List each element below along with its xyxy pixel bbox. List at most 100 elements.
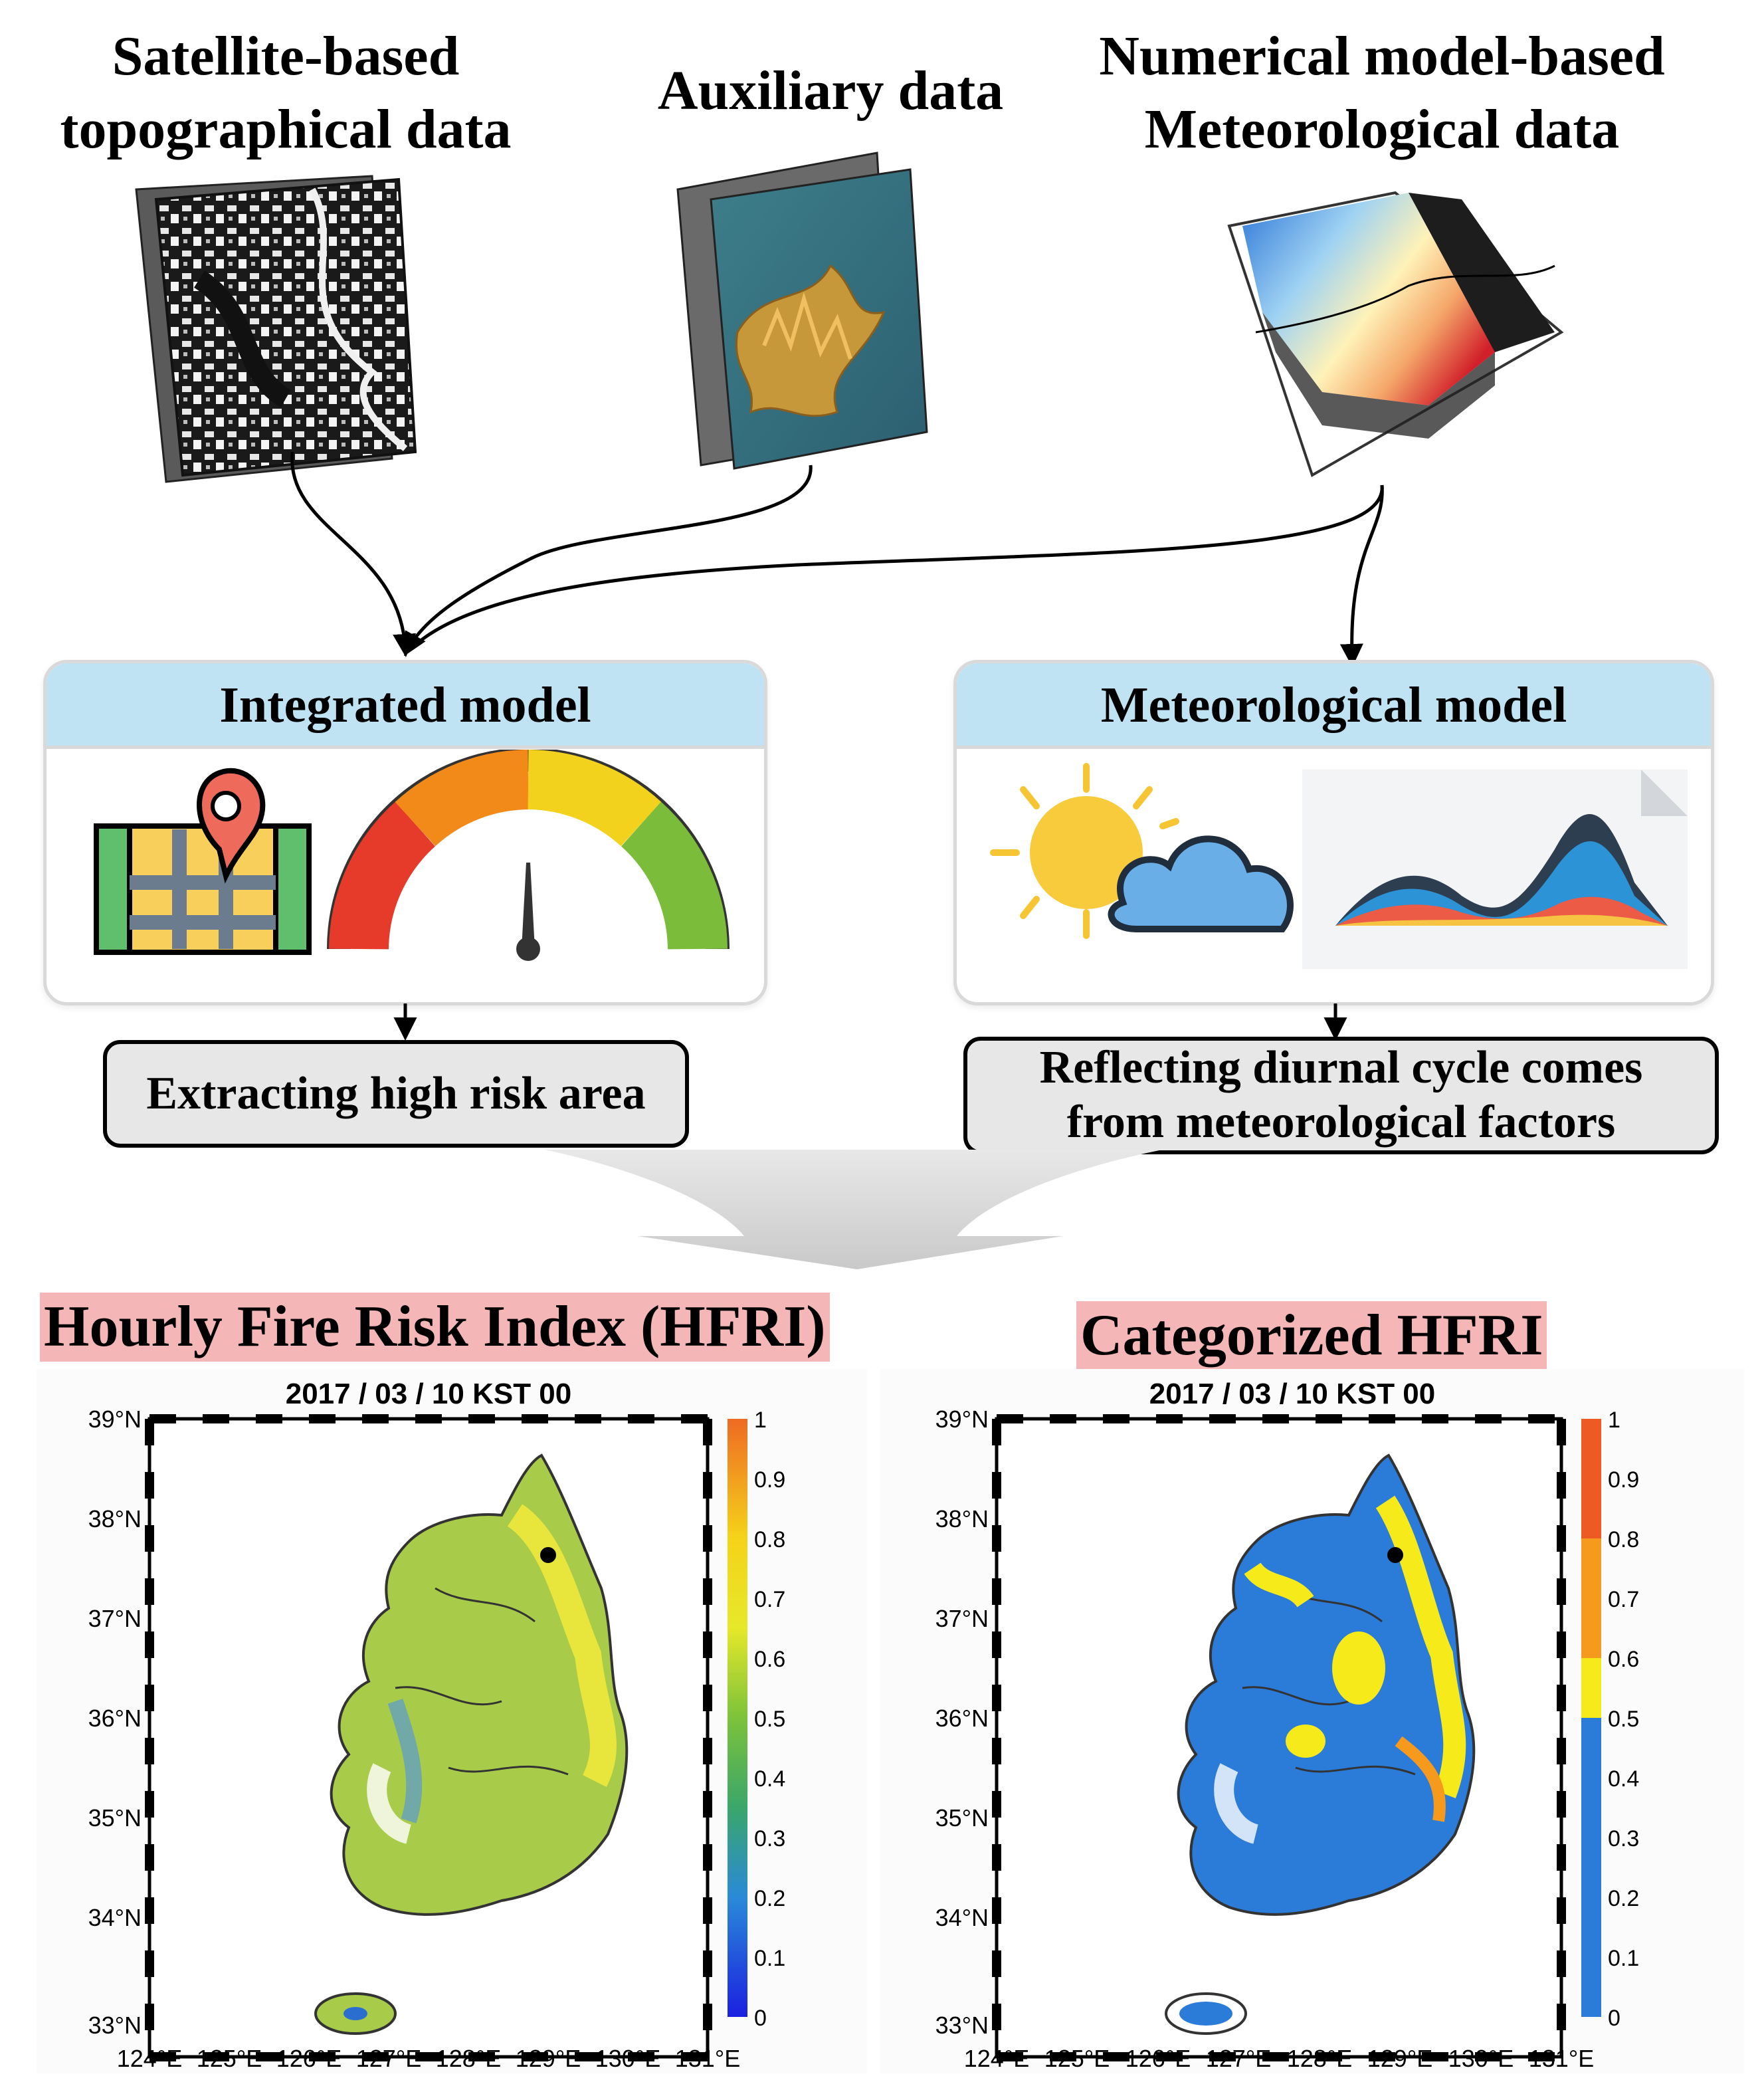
svg-text:0: 0 (1608, 2006, 1620, 2031)
svg-text:36°N: 36°N (88, 1705, 142, 1732)
colorbar-low (1581, 1718, 1601, 2017)
svg-text:0.3: 0.3 (754, 1826, 785, 1851)
svg-text:0.8: 0.8 (754, 1527, 785, 1552)
svg-text:0.1: 0.1 (1608, 1946, 1639, 1971)
svg-text:0.3: 0.3 (1608, 1826, 1639, 1851)
svg-text:0.4: 0.4 (1608, 1766, 1639, 1792)
auxiliary-terrain-stack (676, 152, 928, 470)
svg-text:37°N: 37°N (88, 1605, 142, 1632)
colorbar-moderate (1581, 1658, 1601, 1718)
diurnal-output-line2: from meteorological factors (1066, 1097, 1616, 1148)
lon-labels-right: 124°E 125°E 126°E 127°E 128°E 129°E 130°… (964, 2045, 1594, 2072)
svg-text:0.2: 0.2 (1608, 1886, 1639, 1911)
svg-text:130°E: 130°E (595, 2045, 660, 2072)
svg-text:125°E: 125°E (197, 2045, 262, 2072)
svg-text:0: 0 (754, 2006, 767, 2031)
svg-text:131°E: 131°E (1529, 2045, 1594, 2072)
meteorological-model-box: Meteorological model (953, 660, 1714, 1005)
svg-text:0.9: 0.9 (1608, 1467, 1639, 1493)
svg-text:39°N: 39°N (935, 1406, 989, 1433)
meteorological-3d-field (1227, 191, 1564, 477)
area-chart-icon (1302, 770, 1688, 969)
svg-text:38°N: 38°N (935, 1505, 989, 1532)
integrated-model-icons (94, 750, 730, 961)
auxiliary-data-title: Auxiliary data (625, 54, 1036, 128)
lon-labels-left: 124°E 125°E 126°E 127°E 128°E 129°E 130°… (117, 2045, 740, 2072)
numerical-data-title: Numerical model-based Meteorological dat… (1050, 20, 1714, 166)
svg-text:1: 1 (1608, 1408, 1620, 1433)
svg-text:0.7: 0.7 (1608, 1587, 1639, 1612)
svg-text:130°E: 130°E (1448, 2045, 1514, 2072)
map-land (314, 1453, 629, 2035)
lat-labels-left: 39°N 38°N 37°N 36°N 35°N 34°N 33°N (88, 1406, 142, 2039)
svg-text:37°N: 37°N (935, 1605, 989, 1632)
hfri-colorbar-ticks: 1 0.9 0.8 0.7 0.6 0.5 0.4 0.3 0.2 0.1 0 (754, 1408, 785, 2031)
diurnal-output-box: Reflecting diurnal cycle comes from mete… (963, 1037, 1719, 1154)
high-risk-output-text: Extracting high risk area (146, 1068, 646, 1119)
svg-text:125°E: 125°E (1044, 2045, 1110, 2072)
svg-text:131°E: 131°E (675, 2045, 740, 2072)
svg-text:126°E: 126°E (1126, 2045, 1191, 2072)
risk-gauge-icon (327, 750, 730, 961)
hfri-heading: Hourly Fire Risk Index (HFRI) (40, 1293, 830, 1362)
colorbar-very-high (1581, 1419, 1601, 1538)
merge-arrow (545, 1150, 1163, 1269)
svg-text:0.1: 0.1 (754, 1946, 785, 1971)
svg-text:39°N: 39°N (88, 1406, 142, 1433)
svg-text:0.6: 0.6 (754, 1647, 785, 1672)
hfri-colorbar (728, 1419, 747, 2017)
svg-text:128°E: 128°E (436, 2045, 501, 2072)
svg-text:0.5: 0.5 (1608, 1707, 1639, 1732)
meteorological-model-icons (990, 763, 1688, 969)
svg-text:0.2: 0.2 (754, 1886, 785, 1911)
svg-text:33°N: 33°N (935, 2012, 989, 2039)
numerical-title-line2: Meteorological data (1144, 98, 1620, 160)
satellite-title-line1: Satellite-based (112, 25, 460, 87)
satellite-title-line2: topographical data (60, 98, 512, 160)
colorbar-high (1581, 1538, 1601, 1658)
categorized-colorbar-ticks: 1 0.9 0.8 0.7 0.6 0.5 0.4 0.3 0.2 0.1 0 (1608, 1408, 1639, 2031)
svg-text:0.6: 0.6 (1608, 1647, 1639, 1672)
svg-text:34°N: 34°N (88, 1904, 142, 1931)
svg-text:124°E: 124°E (964, 2045, 1029, 2072)
svg-text:124°E: 124°E (117, 2045, 182, 2072)
input-graphics (135, 152, 1564, 667)
svg-text:0.7: 0.7 (754, 1587, 785, 1612)
model-output-arrows (393, 1003, 1347, 1041)
satellite-imagery-stack (135, 175, 417, 483)
hfri-map: 2017 / 03 / 10 KST 00 39°N 38°N 37°N 36°… (37, 1369, 867, 2073)
categorized-colorbar (1581, 1419, 1601, 2017)
svg-text:1: 1 (754, 1408, 767, 1433)
map-pin-icon (94, 768, 312, 955)
svg-text:0.9: 0.9 (754, 1467, 785, 1493)
svg-text:0.4: 0.4 (754, 1766, 785, 1792)
svg-text:35°N: 35°N (935, 1804, 989, 1832)
svg-text:33°N: 33°N (88, 2012, 142, 2039)
svg-text:34°N: 34°N (935, 1904, 989, 1931)
svg-text:0.8: 0.8 (1608, 1527, 1639, 1552)
categorized-hfri-map: 2017 / 03 / 10 KST 00 39°N 38°N 37°N 36°… (880, 1369, 1744, 2073)
svg-text:127°E: 127°E (356, 2045, 421, 2072)
svg-text:129°E: 129°E (516, 2045, 581, 2072)
svg-text:0.5: 0.5 (754, 1707, 785, 1732)
numerical-title-line1: Numerical model-based (1099, 25, 1665, 87)
hfri-map-title: 2017 / 03 / 10 KST 00 (286, 1378, 572, 1410)
map-land (1165, 1453, 1476, 2035)
sun-cloud-icon (990, 763, 1294, 939)
auxiliary-title-line1: Auxiliary data (657, 60, 1004, 122)
svg-text:35°N: 35°N (88, 1804, 142, 1832)
categorized-map-title: 2017 / 03 / 10 KST 00 (1149, 1378, 1436, 1410)
meteorological-model-title: Meteorological model (957, 663, 1711, 749)
categorized-hfri-heading: Categorized HFRI (1076, 1301, 1547, 1370)
lat-labels-right: 39°N 38°N 37°N 36°N 35°N 34°N 33°N (935, 1406, 989, 2039)
integrated-model-title: Integrated model (47, 663, 764, 749)
high-risk-output-box: Extracting high risk area (103, 1040, 689, 1148)
svg-text:127°E: 127°E (1206, 2045, 1271, 2072)
satellite-data-title: Satellite-based topographical data (13, 20, 558, 166)
svg-text:38°N: 38°N (88, 1505, 142, 1532)
svg-text:36°N: 36°N (935, 1705, 989, 1732)
svg-text:128°E: 128°E (1287, 2045, 1352, 2072)
diurnal-output-line1: Reflecting diurnal cycle comes (1039, 1042, 1643, 1093)
svg-text:126°E: 126°E (276, 2045, 342, 2072)
svg-text:129°E: 129°E (1367, 2045, 1432, 2072)
